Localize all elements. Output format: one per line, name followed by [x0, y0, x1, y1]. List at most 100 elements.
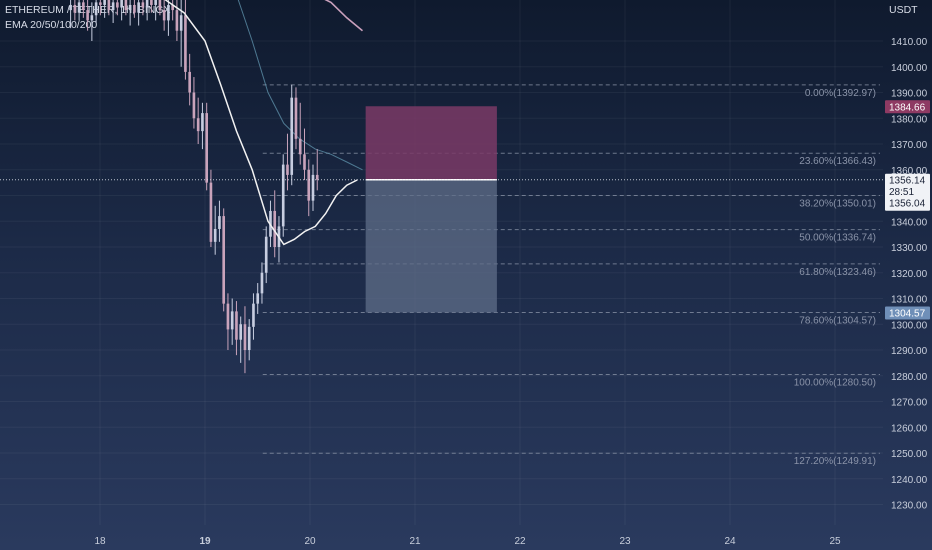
price-tick-label: 1280.00 [891, 372, 928, 383]
candle-body [230, 311, 234, 330]
candle-body [222, 216, 226, 304]
price-tick-label: 1270.00 [891, 398, 928, 409]
candle-body [201, 113, 204, 132]
ema50-line [237, 0, 363, 171]
price-tick-label: 1320.00 [891, 269, 928, 280]
time-tick-label: 19 [199, 536, 211, 547]
fib-level-label: 23.60%(1366.43) [799, 156, 876, 167]
fib-level-label: 38.20%(1350.01) [799, 198, 876, 209]
candle-body [107, 0, 111, 11]
candle-body [247, 326, 251, 350]
price-tick-label: 1380.00 [891, 114, 928, 125]
candle-body [298, 138, 302, 155]
candle-body [209, 182, 213, 242]
candle-body [116, 2, 119, 8]
candle-body [120, 0, 123, 8]
price-tick-label: 1410.00 [891, 37, 928, 48]
candle-body [133, 4, 136, 13]
candle-body [205, 113, 208, 183]
candle-body [154, 0, 157, 5]
candle-body [124, 0, 128, 11]
price-tick-label: 1330.00 [891, 243, 928, 254]
candle-body [281, 164, 285, 227]
candle-body [196, 118, 200, 132]
time-tick-label: 25 [829, 536, 841, 547]
candle-body [171, 4, 174, 11]
candle-body [167, 4, 170, 21]
price-tick-label: 1400.00 [891, 63, 928, 74]
candle-body [218, 216, 221, 229]
candle-body [111, 2, 115, 11]
candle-body [184, 15, 187, 72]
candle-body [94, 2, 98, 16]
candle-body [239, 324, 243, 340]
fib-level-label: 127.20%(1249.91) [794, 456, 876, 467]
price-tick-label: 1310.00 [891, 295, 928, 306]
price-tick-label: 1390.00 [891, 89, 928, 100]
plot-area: 0.00%(1392.97) 23.60%(1366.43) 38.20%(1350… [0, 0, 883, 468]
fib-level-label: 100.00%(1280.50) [794, 377, 876, 388]
candle-body [192, 92, 196, 119]
candle-body [307, 169, 311, 201]
candle-body [243, 324, 247, 350]
current-price-tag-text: 1356.14 [889, 176, 926, 187]
candle-body [82, 2, 85, 11]
candle-body [90, 15, 94, 21]
current-price-tag-text: 1356.04 [889, 199, 926, 210]
candle-body [264, 236, 268, 273]
candle-body [86, 10, 89, 21]
candle-body [150, 0, 153, 5]
ema200-line [324, 0, 364, 32]
stop-price-tag-text: 1384.66 [889, 102, 926, 113]
candle-body [158, 0, 162, 11]
candle-body [162, 10, 166, 21]
candle-body [73, 4, 77, 13]
price-tick-label: 1370.00 [891, 140, 928, 151]
price-tick-label: 1360.00 [891, 166, 928, 177]
candle-body [303, 154, 306, 170]
fib-level-label: 61.80%(1323.46) [799, 267, 876, 278]
price-tick-label: 1250.00 [891, 449, 928, 460]
candle-body [145, 0, 149, 8]
fib-level-label: 50.00%(1336.74) [799, 233, 876, 244]
fib-level-label: 0.00%(1392.97) [805, 88, 876, 99]
price-tick-label: 1230.00 [891, 501, 928, 512]
price-tick-label: 1260.00 [891, 423, 928, 434]
candle-body [311, 174, 315, 201]
target-price-tag [885, 306, 930, 320]
fib-level-label: 78.60%(1304.57) [799, 315, 876, 326]
time-tick-label: 24 [724, 536, 736, 547]
price-tick-label: 1290.00 [891, 346, 928, 357]
candle-body [252, 303, 255, 327]
time-tick-label: 18 [94, 536, 106, 547]
candle-body [128, 4, 132, 11]
target-price-tag-text: 1304.57 [889, 308, 926, 319]
candle-body [137, 2, 140, 13]
current-price-tag [885, 173, 930, 211]
time-tick-label: 22 [514, 536, 526, 547]
candle-body [294, 97, 298, 139]
candle-body [69, 4, 72, 11]
candle-body [286, 164, 289, 175]
candle-body [141, 2, 145, 8]
time-tick-label: 20 [304, 536, 316, 547]
price-tick-label: 1340.00 [891, 217, 928, 228]
candle-body [290, 97, 294, 175]
time-tick-label: 21 [409, 536, 421, 547]
price-axis-unit: USDT [889, 4, 918, 16]
indicator-label[interactable]: EMA 20/50/100/200 [5, 19, 98, 31]
candle-body [213, 228, 217, 242]
candle-body [226, 303, 230, 330]
candle-body [179, 15, 183, 31]
time-tick-label: 23 [619, 536, 631, 547]
candle-body [77, 2, 81, 13]
candle-body [273, 210, 277, 247]
candle-body [315, 174, 319, 180]
stop-price-tag [885, 100, 930, 114]
candle-body [175, 10, 179, 31]
price-tick-label: 1300.00 [891, 320, 928, 331]
price-tick-label: 1240.00 [891, 475, 928, 486]
candle-body [99, 2, 102, 5]
